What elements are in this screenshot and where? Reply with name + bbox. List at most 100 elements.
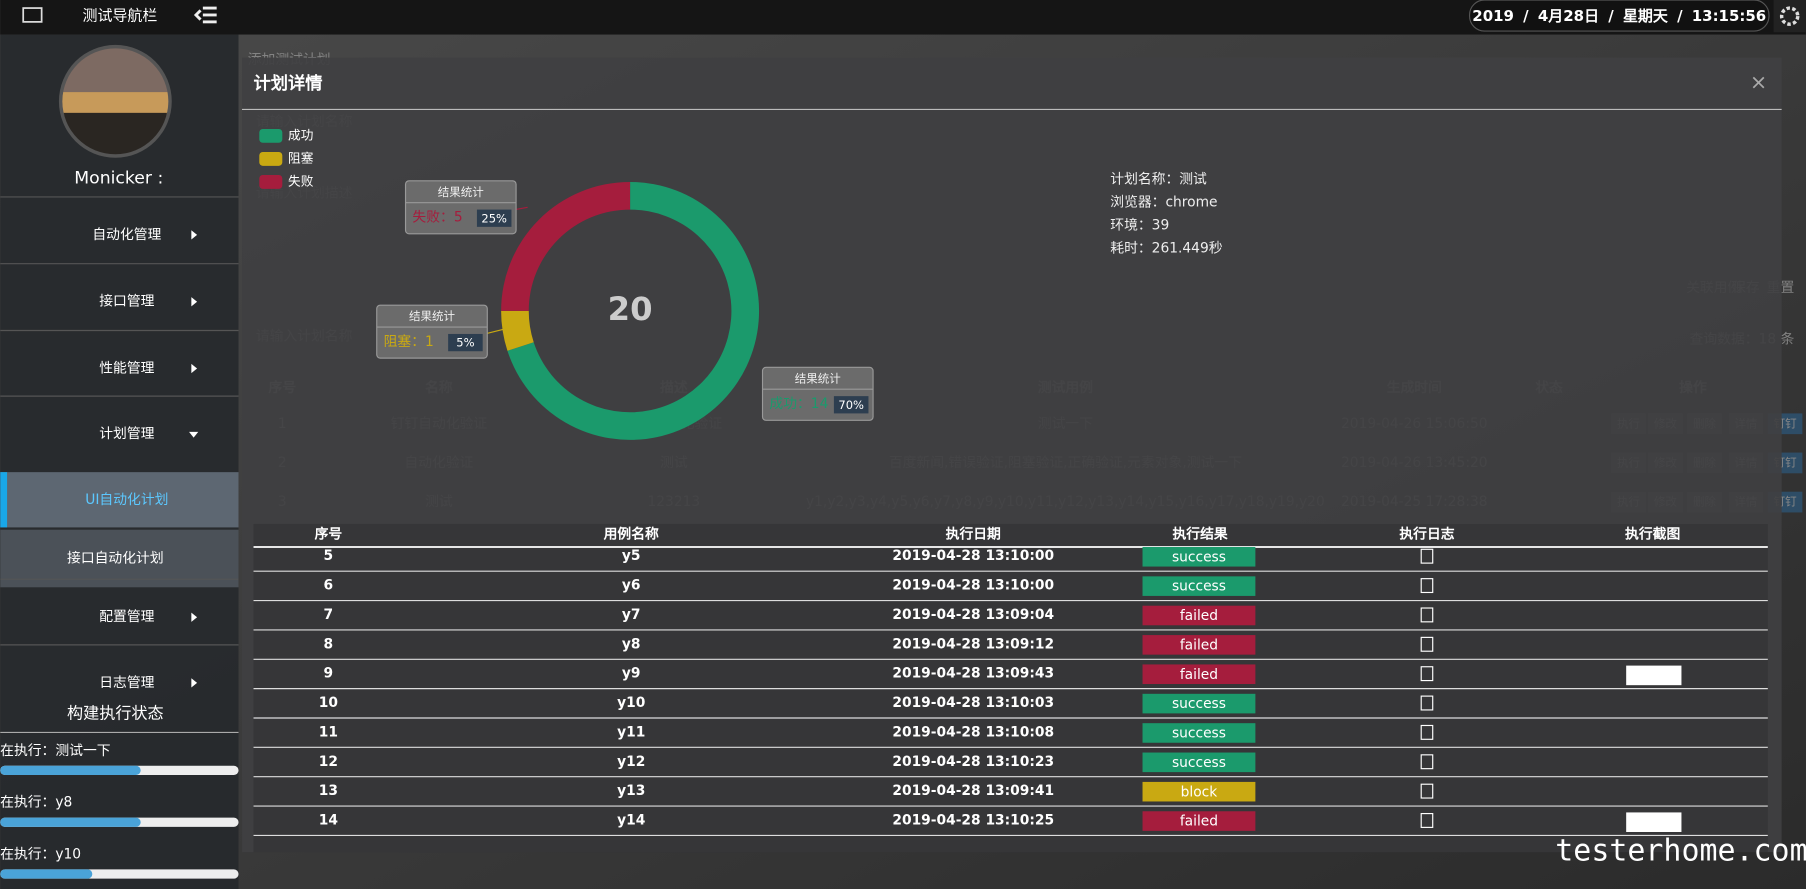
datetime: 2019 / 4月28日 / 星期天 / 13:15:56 bbox=[1472, 7, 1766, 25]
running-label: 正在执行：y10 bbox=[0, 846, 81, 862]
log-icon[interactable] bbox=[1420, 636, 1434, 652]
table-cell: 2019-04-28 13:10:25 bbox=[892, 812, 1054, 828]
table-header: 用例名称 bbox=[604, 525, 659, 542]
datetime-part: 星期天 bbox=[1623, 7, 1668, 25]
watermark: testerhome.com bbox=[1555, 834, 1806, 869]
table-header: 执行日期 bbox=[946, 525, 1001, 542]
status-badge bbox=[1142, 605, 1256, 626]
datetime-box bbox=[1468, 0, 1770, 32]
tooltip-value: 阻塞：1 bbox=[384, 333, 434, 350]
menu-item: 日志管理 bbox=[99, 675, 154, 691]
datetime-part: 4月28日 bbox=[1538, 7, 1599, 25]
table-cell: 11 bbox=[319, 724, 338, 740]
log-icon[interactable] bbox=[1420, 548, 1434, 564]
donut-total: 20 bbox=[608, 290, 653, 328]
plan-info: 耗时：261.449秒 bbox=[1110, 241, 1222, 257]
table-cell: 2019-04-28 13:10:23 bbox=[892, 754, 1054, 770]
status-badge bbox=[1142, 635, 1256, 655]
tooltip-title: 结果统计 bbox=[438, 185, 484, 199]
tooltip-pct-box bbox=[833, 396, 869, 414]
screenshot-thumb[interactable] bbox=[1626, 812, 1682, 832]
menu-item: 接口自动化计划 bbox=[67, 550, 164, 567]
table-cell: 13 bbox=[319, 783, 338, 799]
modal-close[interactable]: × bbox=[1750, 70, 1767, 94]
status-badge bbox=[1142, 664, 1256, 685]
build-title: 构建执行状态 bbox=[67, 703, 164, 722]
table-header: 执行结果 bbox=[1173, 525, 1228, 542]
table-cell: y9 bbox=[622, 666, 641, 682]
table-cell: y13 bbox=[617, 783, 645, 799]
table-cell: 2019-04-28 13:10:00 bbox=[892, 548, 1054, 564]
user-name: Monicker : bbox=[74, 168, 163, 188]
status-label: success bbox=[1172, 726, 1226, 742]
tooltip-value: 失败：5 bbox=[412, 210, 462, 226]
menu-item: 接口管理 bbox=[99, 293, 154, 310]
table-cell: 2019-04-28 13:10:03 bbox=[892, 695, 1054, 711]
tooltip-pct-box bbox=[476, 209, 512, 227]
modal: 计划详情 ×计划名称：测试浏览器：chrome环境：39耗时：261.449秒成功… bbox=[242, 57, 1782, 853]
legend-swatch bbox=[259, 128, 283, 143]
menu-icon[interactable] bbox=[193, 6, 217, 24]
table-cell: 12 bbox=[319, 754, 338, 770]
screenshot-thumb[interactable] bbox=[1626, 665, 1682, 686]
legend-swatch bbox=[259, 175, 283, 189]
status-badge bbox=[1142, 752, 1256, 773]
log-icon[interactable] bbox=[1420, 812, 1434, 828]
table-cell: 2019-04-28 13:09:41 bbox=[892, 783, 1054, 799]
table-cell: y12 bbox=[617, 754, 645, 770]
caret-down bbox=[189, 431, 199, 438]
menu-item: 自动化管理 bbox=[92, 227, 161, 243]
table-cell: 2019-04-28 13:10:00 bbox=[892, 578, 1054, 594]
log-icon[interactable] bbox=[1420, 724, 1434, 740]
menu-item: 性能管理 bbox=[99, 360, 154, 376]
menu-sub bbox=[0, 529, 239, 588]
table-cell: 2019-04-28 13:10:08 bbox=[892, 724, 1054, 740]
table-cell: 2019-04-28 13:09:04 bbox=[892, 607, 1054, 623]
table-cell: y7 bbox=[622, 607, 641, 623]
status-badge bbox=[1142, 811, 1256, 831]
settings-icon bbox=[1779, 6, 1800, 26]
datetime-part: 13:15:56 bbox=[1692, 7, 1766, 25]
table-cell: y8 bbox=[622, 636, 641, 652]
log-icon[interactable] bbox=[1420, 607, 1434, 623]
status-label: failed bbox=[1180, 608, 1218, 624]
menu-item: UI自动化计划 bbox=[85, 492, 168, 508]
progress-fill bbox=[0, 817, 141, 827]
log-icon[interactable] bbox=[1420, 754, 1434, 770]
status-label: block bbox=[1181, 784, 1218, 800]
running-label: 正在执行：y8 bbox=[0, 795, 72, 811]
table-header: 执行日志 bbox=[1399, 525, 1454, 542]
status-badge bbox=[1142, 546, 1256, 567]
table-cell: 10 bbox=[319, 695, 338, 711]
tooltip-percent: 25% bbox=[481, 211, 507, 225]
table-cell: y10 bbox=[617, 695, 645, 711]
legend-label: 阻塞 bbox=[288, 150, 314, 165]
plan-info: 计划名称：测试 bbox=[1110, 172, 1207, 188]
log-icon[interactable] bbox=[1420, 578, 1434, 594]
running-label: 正在执行：测试一下 bbox=[0, 743, 111, 759]
table-cell: y5 bbox=[622, 548, 641, 564]
table-cell: 8 bbox=[324, 636, 334, 652]
caret-right bbox=[191, 363, 198, 374]
donut-segment bbox=[501, 181, 631, 311]
status-badge bbox=[1142, 693, 1256, 714]
datetime-part: / bbox=[1677, 7, 1683, 25]
caret-right bbox=[191, 297, 198, 307]
log-icon[interactable] bbox=[1420, 783, 1434, 799]
table-cell: y11 bbox=[617, 724, 645, 740]
legend-label: 失败 bbox=[288, 173, 314, 188]
progress-fill bbox=[0, 765, 141, 775]
tooltip-pct-box bbox=[448, 333, 483, 352]
status-label: success bbox=[1172, 549, 1226, 565]
status-label: success bbox=[1172, 579, 1226, 595]
plan-info: 浏览器：chrome bbox=[1110, 195, 1217, 211]
settings-button[interactable] bbox=[1773, 0, 1806, 33]
datetime-part: / bbox=[1608, 7, 1614, 25]
table-cell: 7 bbox=[324, 607, 334, 623]
status-label: failed bbox=[1180, 814, 1218, 830]
menu-active bbox=[0, 472, 239, 528]
log-icon[interactable] bbox=[1420, 666, 1434, 682]
log-icon[interactable] bbox=[1420, 695, 1434, 711]
status-label: success bbox=[1172, 696, 1226, 712]
status-badge bbox=[1142, 723, 1256, 743]
